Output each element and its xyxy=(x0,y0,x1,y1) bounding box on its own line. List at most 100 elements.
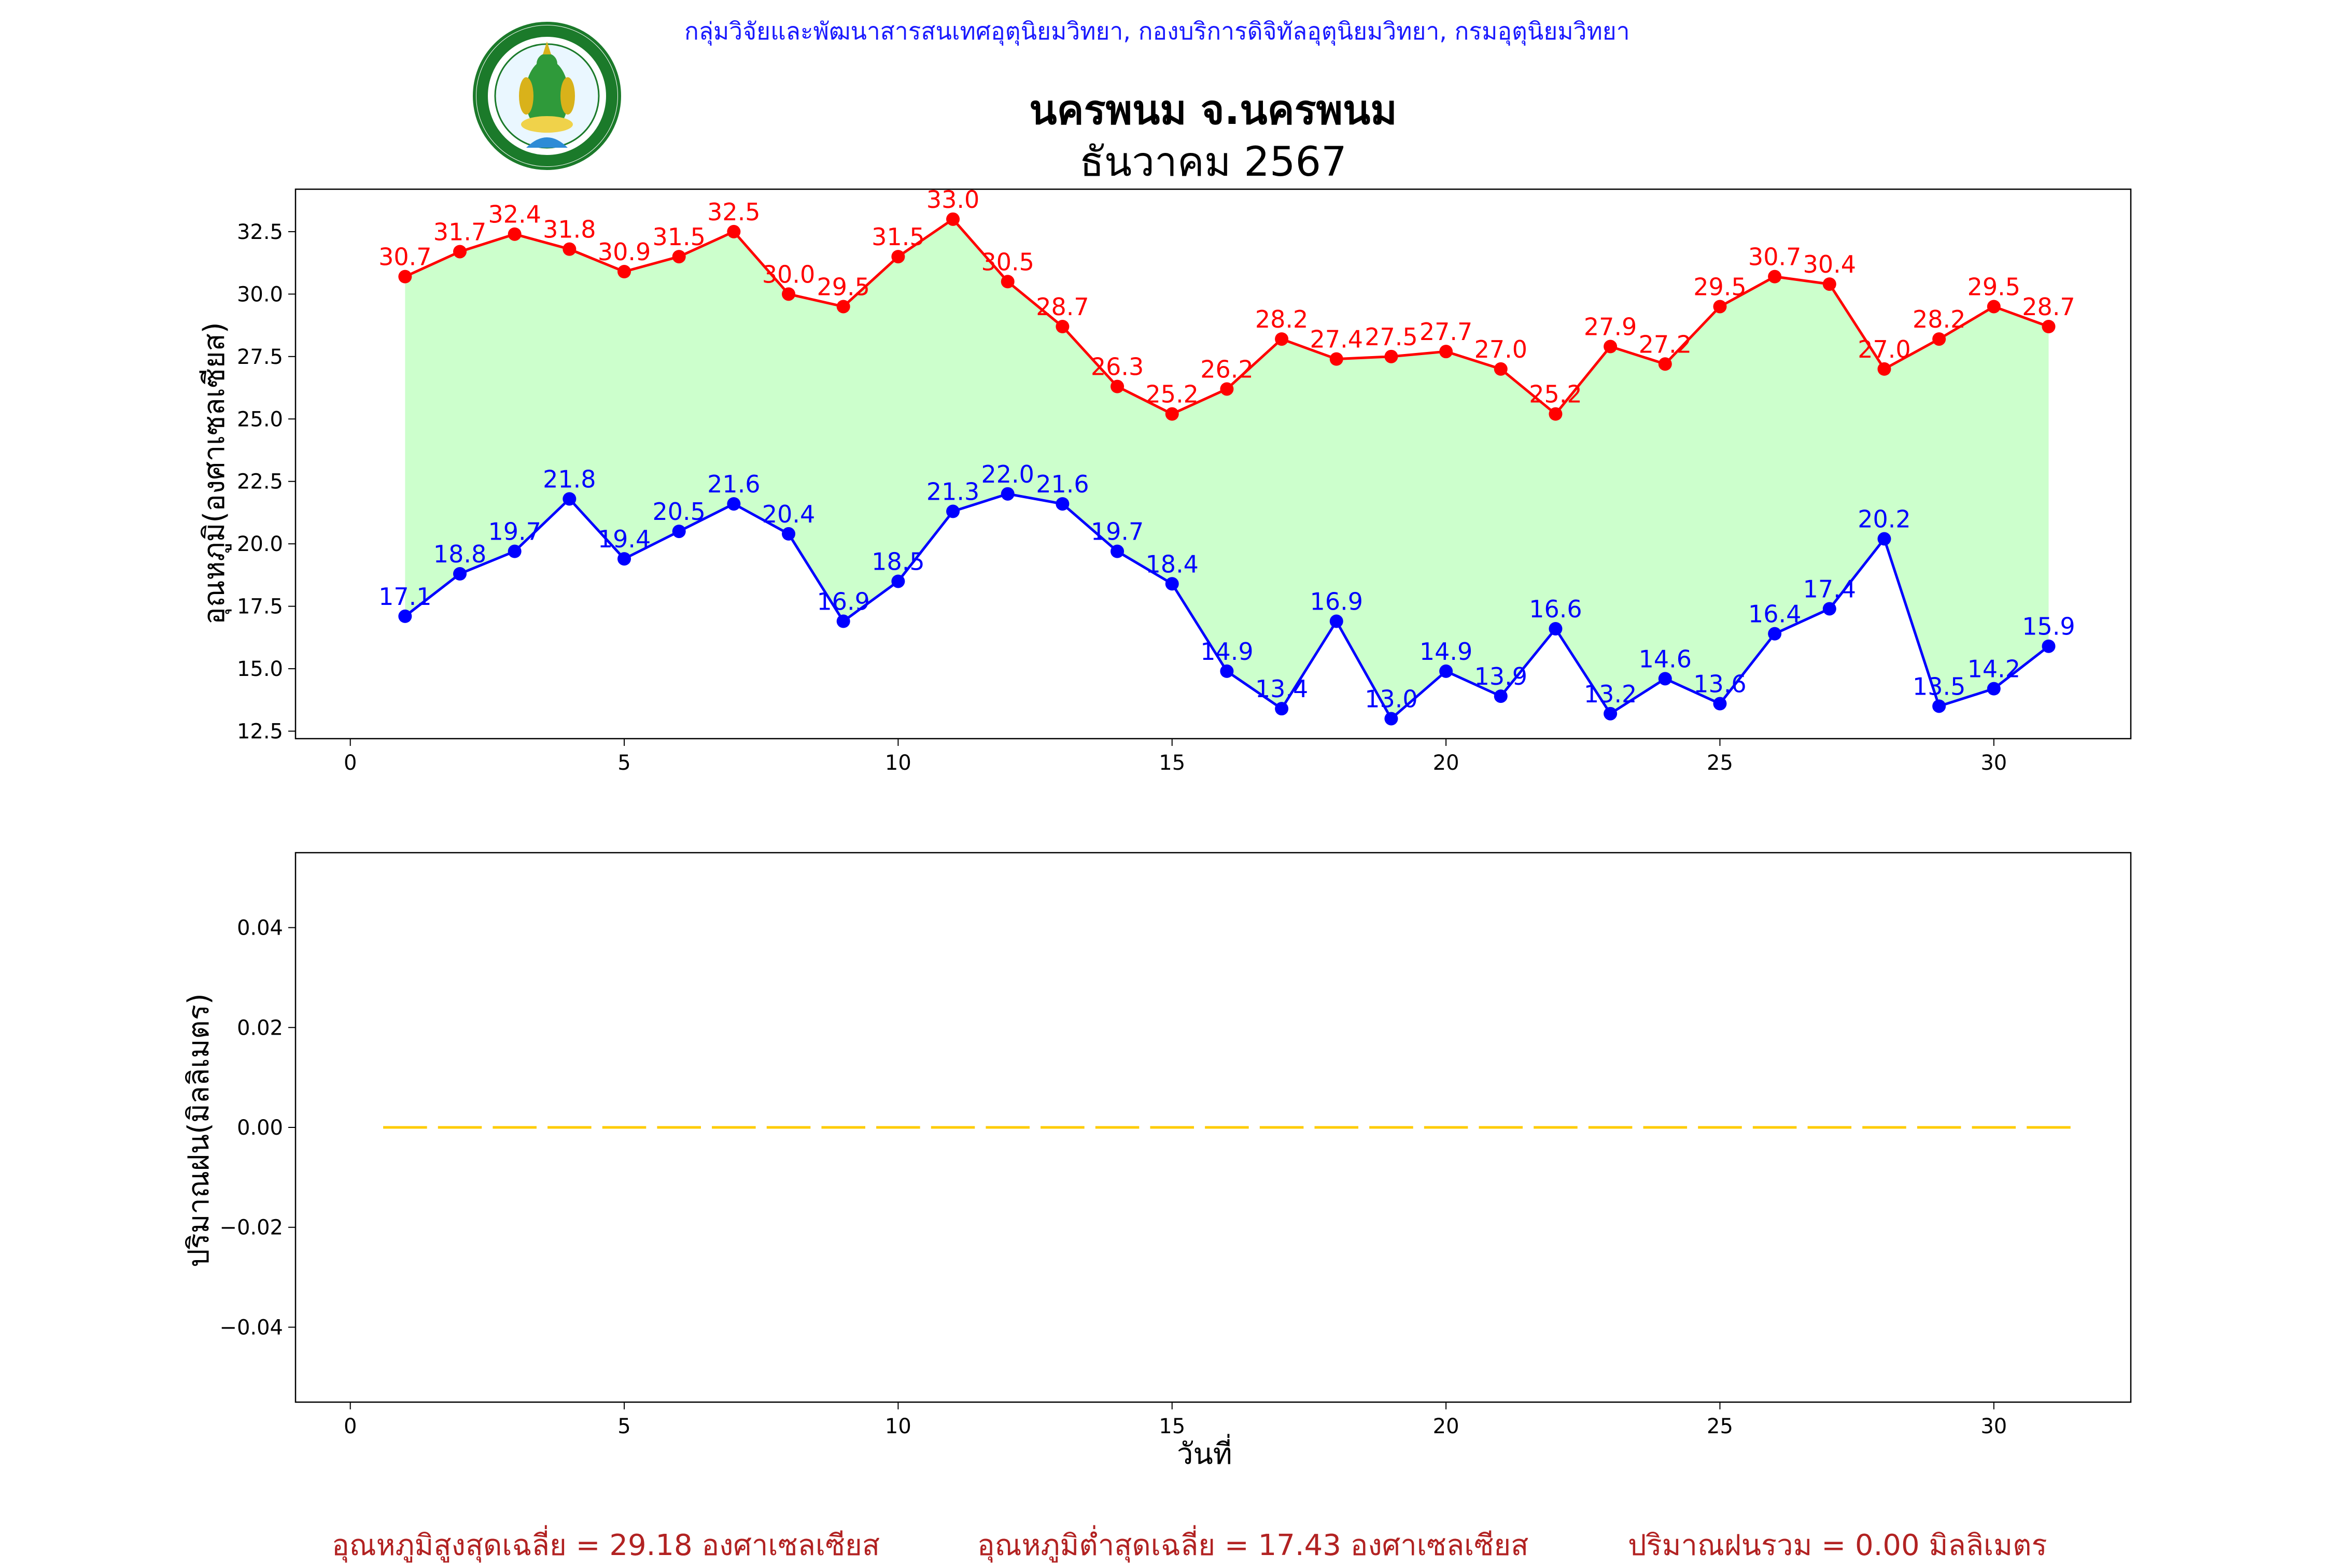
max-temp-data-label: 27.0 xyxy=(1474,335,1527,363)
temperature-xtick-label: 20 xyxy=(1433,751,1459,775)
max-temp-point xyxy=(1768,270,1782,284)
max-temp-data-label: 30.7 xyxy=(378,243,431,271)
rainfall-bar xyxy=(821,1126,865,1129)
rainfall-bar xyxy=(1205,1126,1249,1129)
rainfall-plot-frame xyxy=(294,852,2132,1403)
average-min-temperature: อุณหภูมิต่ำสุดเฉลี่ย = 17.43 องศาเซลเซีย… xyxy=(977,1529,1529,1562)
average-max-temperature: อุณหภูมิสูงสุดเฉลี่ย = 29.18 องศาเซลเซีย… xyxy=(332,1529,880,1562)
rainfall-bar xyxy=(547,1126,592,1129)
min-temp-data-label: 13.6 xyxy=(1693,670,1746,698)
rainfall-ytick-label: 0.04 xyxy=(237,916,283,940)
chart-subtitle: ธันวาคม 2567 xyxy=(1079,139,1347,186)
min-temp-point xyxy=(1877,532,1891,546)
temperature-ytick-label: 22.5 xyxy=(237,470,283,494)
max-temp-point xyxy=(946,212,960,226)
max-temp-point xyxy=(1111,379,1125,393)
max-temp-point xyxy=(1932,332,1946,346)
min-temp-data-label: 16.9 xyxy=(817,588,870,616)
max-temp-point xyxy=(1056,320,1070,333)
max-temp-data-label: 27.7 xyxy=(1420,318,1472,346)
min-temp-data-label: 16.4 xyxy=(1748,600,1801,628)
min-temp-point xyxy=(1768,627,1782,641)
temperature-ytick-label: 12.5 xyxy=(237,720,283,744)
rainfall-xtick-label: 15 xyxy=(1159,1415,1185,1438)
max-temp-data-label: 31.7 xyxy=(433,218,486,246)
max-temp-point xyxy=(1713,300,1727,314)
min-temp-data-label: 20.4 xyxy=(762,500,815,528)
temperature-xtick-label: 10 xyxy=(885,751,911,775)
rainfall-ytick-label: 0.02 xyxy=(237,1016,283,1040)
rainfall-bar xyxy=(657,1126,701,1129)
rainfall-bar xyxy=(1698,1126,1742,1129)
min-temp-data-label: 21.8 xyxy=(543,465,596,493)
max-temp-data-label: 25.2 xyxy=(1529,380,1582,408)
max-temp-point xyxy=(836,300,850,314)
rainfall-bar xyxy=(1972,1126,2016,1129)
max-temp-data-label: 28.2 xyxy=(1913,305,1965,333)
max-temp-data-label: 29.5 xyxy=(1693,273,1746,301)
min-temp-data-label: 20.5 xyxy=(652,498,705,526)
max-temp-data-label: 30.9 xyxy=(598,238,651,266)
min-temp-data-label: 20.2 xyxy=(1858,505,1910,533)
min-temp-data-label: 13.9 xyxy=(1474,662,1527,690)
min-temp-point xyxy=(1220,664,1234,678)
min-temp-point xyxy=(1056,497,1070,511)
chart-title: นครพนม จ.นครพนม xyxy=(1029,87,1397,134)
rainfall-bar xyxy=(1588,1126,1633,1129)
min-temp-data-label: 16.9 xyxy=(1310,588,1363,616)
rainfall-bar xyxy=(1862,1126,1906,1129)
temperature-axis-label: อุณหภูมิ(องศาเซลเซียส) xyxy=(198,322,231,625)
max-temp-data-label: 25.2 xyxy=(1146,380,1199,408)
min-temp-data-label: 16.6 xyxy=(1529,595,1582,623)
max-temp-data-label: 26.2 xyxy=(1200,355,1253,383)
max-temp-data-label: 27.2 xyxy=(1639,330,1692,358)
rainfall-bar xyxy=(1643,1126,1688,1129)
max-temp-point xyxy=(1220,382,1234,396)
min-temp-point xyxy=(1001,487,1015,501)
meteorological-department-logo xyxy=(473,22,621,170)
max-temp-data-label: 32.4 xyxy=(488,201,541,229)
min-temp-data-label: 21.6 xyxy=(707,470,760,498)
rainfall-bar xyxy=(986,1126,1030,1129)
temperature-xtick-label: 30 xyxy=(1980,751,2007,775)
max-temp-data-label: 31.8 xyxy=(543,216,596,244)
rainfall-bar xyxy=(1752,1126,1797,1129)
rainfall-axis-label: ปริมาณฝน(มิลลิเมตร) xyxy=(182,993,216,1267)
min-temp-data-label: 14.2 xyxy=(1967,655,2020,683)
rainfall-xtick-label: 5 xyxy=(617,1415,630,1438)
max-temp-point xyxy=(453,245,467,259)
rainfall-bar xyxy=(931,1126,975,1129)
max-temp-point xyxy=(1987,300,2001,314)
min-temp-data-label: 13.5 xyxy=(1913,672,1965,700)
rainfall-bar xyxy=(876,1126,920,1129)
min-temp-point xyxy=(1275,702,1289,716)
rainfall-bar xyxy=(712,1126,756,1129)
min-temp-point xyxy=(836,614,850,628)
max-temp-point xyxy=(1494,362,1508,376)
temperature-xtick-label: 25 xyxy=(1707,751,1733,775)
rainfall-bar xyxy=(1424,1126,1468,1129)
max-temp-point xyxy=(1822,277,1836,291)
rainfall-xtick-label: 25 xyxy=(1707,1415,1733,1438)
min-temp-data-label: 18.4 xyxy=(1146,550,1199,578)
max-temp-data-label: 30.0 xyxy=(762,260,815,288)
temperature-ytick-label: 25.0 xyxy=(237,407,283,431)
rainfall-bar xyxy=(1807,1126,1852,1129)
max-temp-data-label: 28.7 xyxy=(1036,293,1089,321)
rainfall-bar xyxy=(1479,1126,1523,1129)
max-temp-data-label: 30.7 xyxy=(1748,243,1801,271)
rainfall-ytick-label: −0.04 xyxy=(219,1316,283,1339)
rainfall-bar xyxy=(1095,1126,1140,1129)
rainfall-bar xyxy=(493,1126,537,1129)
max-temp-point xyxy=(1604,340,1618,354)
max-temp-point xyxy=(398,270,412,284)
temperature-ytick-label: 17.5 xyxy=(237,595,283,619)
max-temp-point xyxy=(563,242,577,256)
max-temp-data-label: 29.5 xyxy=(817,273,870,301)
min-temp-point xyxy=(727,497,741,511)
min-temp-data-label: 18.8 xyxy=(433,540,486,568)
rainfall-bar xyxy=(1259,1126,1304,1129)
temperature-ytick-label: 20.0 xyxy=(237,532,283,556)
day-axis-label: วันที่ xyxy=(1177,1437,1232,1471)
min-temp-data-label: 13.2 xyxy=(1584,680,1637,708)
